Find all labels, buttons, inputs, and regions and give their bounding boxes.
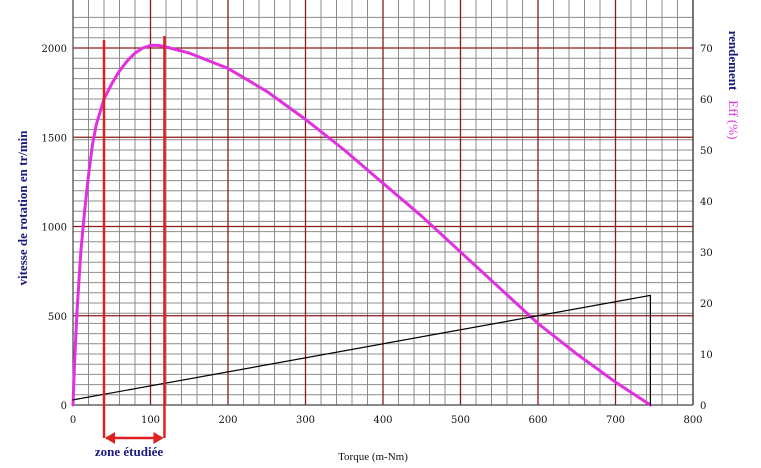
x-tick-label: 300 (296, 415, 315, 426)
x-tick-label: 700 (606, 415, 625, 426)
y-right-tick-label: 20 (700, 299, 713, 310)
y-left-tick-label: 1500 (42, 133, 67, 144)
y-left-tick-label: 2000 (42, 44, 67, 55)
x-tick-label: 0 (70, 415, 76, 426)
x-tick-label: 400 (373, 415, 392, 426)
series-black-line (72, 294, 652, 406)
y-right-tick-label: 70 (700, 44, 713, 55)
zone-annotation: zone étudiée (95, 444, 163, 459)
tick-labels: 0 100 200 300 400 500 600 700 800050010001500200… (42, 44, 713, 426)
y-left-tick-label: 500 (48, 312, 67, 323)
y-right-tick-label: 50 (700, 146, 713, 157)
x-axis-label: Torque (m-Nm) (338, 451, 408, 463)
y-right-tick-label: 60 (700, 95, 713, 106)
x-tick-label: 800 (683, 415, 702, 426)
axes (72, 0, 694, 406)
x-tick-label: 200 (218, 415, 237, 426)
y-axis-right-label: rendement Eff (%) (725, 31, 742, 140)
y-right-tick-label: 40 (700, 197, 713, 208)
zone-arrow-right-head (153, 432, 164, 444)
series-layer (71, 43, 652, 407)
zone-arrow-left-head (105, 432, 115, 444)
y-axis-right-label-prefix: rendement (726, 31, 741, 91)
y-axis-left-label: vitesse de rotation en tr/min (15, 130, 30, 286)
y-left-tick-label: 1000 (42, 223, 67, 234)
y-right-tick-label: 30 (700, 248, 713, 259)
y-axis-right-label-suffix: Eff (%) (726, 100, 741, 139)
series-efficiency-line (71, 43, 652, 407)
x-tick-label: 100 (141, 415, 160, 426)
zone-markers (102, 36, 166, 444)
x-tick-label: 500 (451, 415, 470, 426)
y-right-tick-label: 0 (700, 401, 706, 412)
y-right-tick-label: 10 (700, 350, 713, 361)
x-tick-label: 600 (528, 415, 547, 426)
y-left-tick-label: 0 (61, 401, 67, 412)
